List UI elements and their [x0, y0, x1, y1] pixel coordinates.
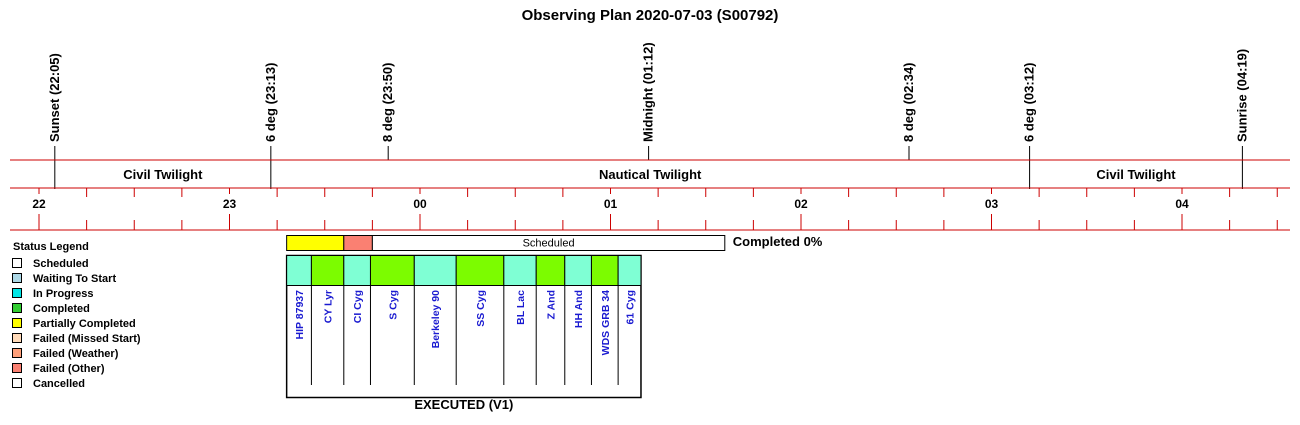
event-label: 6 deg (03:12) [1022, 63, 1037, 142]
legend-swatch [12, 348, 22, 358]
status-segment [371, 235, 726, 251]
event-label: 6 deg (23:13) [263, 63, 278, 142]
status-segment [286, 235, 345, 251]
target-name: CI Cyg [352, 290, 364, 323]
status-segment-text: Scheduled [523, 238, 575, 250]
target-color-cell [310, 255, 345, 286]
legend-label: Completed [33, 303, 90, 315]
event-label: Midnight (01:12) [641, 42, 656, 142]
legend-label: Partially Completed [33, 318, 136, 330]
legend-label: Cancelled [33, 378, 85, 390]
status-legend: Status Legend Scheduled Waiting To Start In… [12, 241, 141, 390]
twilight-bands: Civil Twilight Nautical Twilight Civil Twi… [123, 167, 1176, 182]
target-color-cell [286, 255, 312, 286]
legend-swatch [12, 288, 22, 298]
event-markers: Sunset (22:05) 6 deg (23:13) 8 deg (23:50)… [47, 42, 1249, 189]
legend-swatch [12, 318, 22, 328]
target-color-cell [590, 255, 619, 286]
target-color-cell [413, 255, 457, 286]
plan-title: Observing Plan 2020-07-03 (S00792) [522, 7, 779, 24]
hour-label: 04 [1175, 197, 1189, 211]
legend-swatch [12, 333, 22, 343]
target-color-cell [369, 255, 415, 286]
legend-label: In Progress [33, 288, 94, 300]
target-name: BL Lac [515, 290, 527, 325]
hour-label: 03 [985, 197, 999, 211]
hour-label: 01 [604, 197, 618, 211]
twilight-band-label: Civil Twilight [1096, 167, 1176, 182]
legend-swatch [12, 258, 22, 268]
target-color-cell [503, 255, 537, 286]
event-label: 8 deg (02:34) [901, 63, 916, 142]
target-color-cell [343, 255, 371, 286]
target-name: 61 Cyg [625, 290, 637, 324]
target-color-cell [564, 255, 592, 286]
target-color-cell [535, 255, 566, 286]
event-label: 8 deg (23:50) [380, 63, 395, 142]
target-name: S Cyg [387, 290, 399, 320]
event-label: Sunset (22:05) [47, 53, 62, 142]
plan-footer: EXECUTED (V1) [414, 397, 513, 412]
legend-label: Failed (Other) [33, 363, 105, 375]
target-name: SS Cyg [475, 290, 487, 327]
legend-swatch [12, 273, 22, 283]
time-axis [10, 159, 1290, 231]
legend-label: Waiting To Start [33, 273, 116, 285]
target-name: CY Lyr [323, 290, 335, 323]
legend-label: Failed (Weather) [33, 348, 119, 360]
status-segment [343, 235, 373, 251]
target-color-cell [617, 255, 642, 286]
target-name: HIP 87937 [294, 290, 306, 340]
twilight-band-label: Nautical Twilight [599, 167, 702, 182]
target-name: Z And [545, 290, 557, 319]
plan-block: StatusScheduledCompleted 0%TargetsHIP 87… [285, 233, 823, 412]
legend-swatch [12, 378, 22, 388]
hour-label: 02 [794, 197, 808, 211]
legend-swatch [12, 303, 22, 313]
target-name: HH And [573, 290, 585, 328]
hour-ticks: 22 23 00 01 02 03 04 [32, 188, 1278, 230]
target-name: WDS GRB 34 [600, 290, 612, 356]
legend-title: Status Legend [13, 241, 89, 253]
hour-label: 23 [223, 197, 237, 211]
legend-label: Scheduled [33, 258, 89, 270]
legend-swatch [12, 363, 22, 373]
event-label: Sunrise (04:19) [1234, 49, 1249, 142]
target-name: Berkeley 90 [430, 290, 442, 349]
completed-text: Completed 0% [733, 234, 823, 249]
hour-label: 00 [413, 197, 427, 211]
target-color-cell [455, 255, 505, 286]
twilight-band-label: Civil Twilight [123, 167, 203, 182]
hour-label: 22 [32, 197, 46, 211]
legend-label: Failed (Missed Start) [33, 333, 141, 345]
